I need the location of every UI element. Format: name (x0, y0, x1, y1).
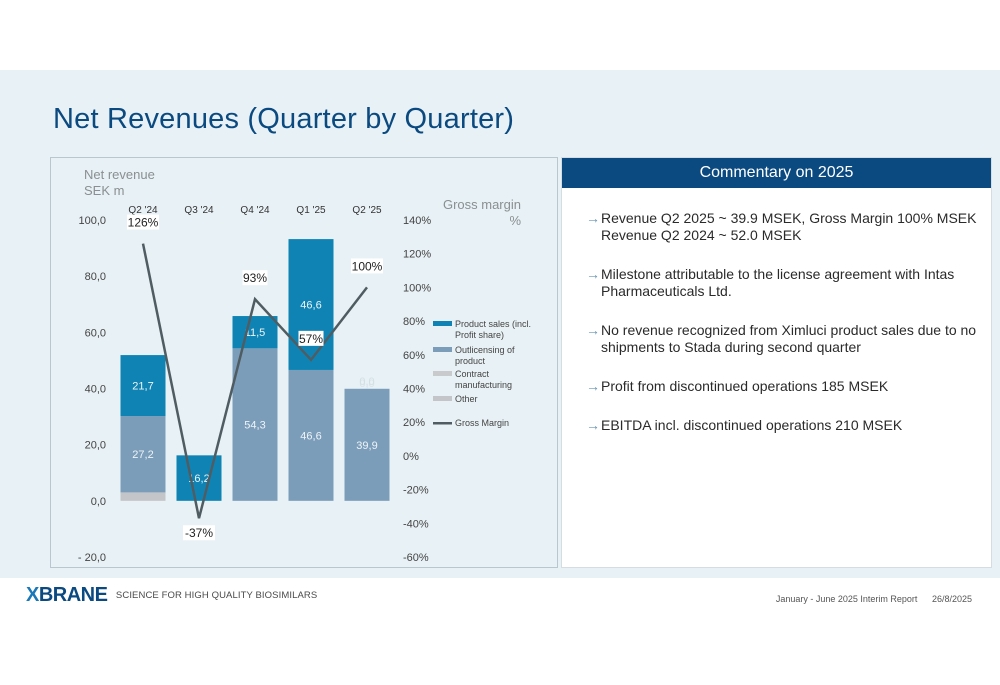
commentary-text: EBITDA incl. discontinued operations 210… (601, 417, 903, 433)
y2-tick-label: 140% (403, 215, 431, 227)
page-title: Net Revenues (Quarter by Quarter) (53, 103, 515, 135)
commentary-item: → Revenue Q2 2025 ~ 39.9 MSEK, Gross Marg… (586, 210, 979, 244)
report-name: January - June 2025 Interim Report (775, 594, 918, 604)
legend-label: Gross Margin (455, 418, 509, 428)
y2-tick-label: -20% (403, 485, 429, 497)
bar-label: 27,2 (132, 449, 153, 461)
category-label: Q2 '25 (352, 205, 382, 216)
y-tick-label: - 20,0 (78, 552, 106, 564)
bar-label: 0,0 (359, 376, 374, 388)
arrow-right-icon: → (586, 378, 600, 394)
legend-label: Outlicensing of product (455, 345, 515, 366)
bar-label: 46,6 (300, 300, 321, 312)
category-label: Q3 '24 (184, 205, 214, 216)
y-tick-label: 60,0 (85, 327, 106, 339)
bar-label: 54,3 (244, 420, 265, 432)
commentary-text: Profit from discontinued operations 185 … (601, 378, 889, 394)
bar-segment (232, 348, 278, 501)
line-label-bg (127, 214, 159, 230)
y2-tick-label: 0% (403, 451, 419, 463)
legend-label: Product sales (incl. Profit share) (455, 319, 531, 340)
line-label: -37% (185, 526, 213, 540)
bar-segment (288, 369, 334, 501)
left-axis-unit: SEK m (84, 183, 124, 198)
gross-margin-line (141, 243, 368, 519)
y2-tick-label: -40% (403, 518, 429, 530)
y2-tick-label: 40% (403, 384, 425, 396)
report-date: 26/8/2025 (931, 594, 972, 604)
y-tick-label: 80,0 (85, 271, 106, 283)
legend-swatch (433, 347, 452, 352)
category-label: Q4 '24 (240, 205, 270, 216)
commentary-panel: Commentary on 2025 → Revenue Q2 2025 ~ 39… (561, 157, 992, 568)
bar-segment (120, 416, 166, 493)
line-label: 100% (352, 259, 383, 273)
line-label: 57% (299, 332, 323, 346)
commentary-item: → No revenue recognized from Ximluci prod… (586, 322, 979, 356)
legend-swatch (433, 422, 452, 425)
commentary-item: → Profit from discontinued operations 185… (586, 378, 979, 395)
y-tick-label: 20,0 (85, 440, 106, 452)
y2-tick-label: -60% (403, 552, 429, 564)
arrow-right-icon: → (586, 266, 600, 282)
y2-tick-label: 80% (403, 316, 425, 328)
bar-label: 21,7 (132, 381, 153, 393)
company-logo: XBRANE SCIENCE FOR HIGH QUALITY BIOSIMIL… (26, 584, 317, 608)
logo-wordmark: XBRANE (26, 584, 108, 606)
commentary-item: → EBITDA incl. discontinued operations 21… (586, 417, 979, 434)
bar-segment (344, 388, 390, 501)
commentary-item: → Milestone attributable to the license a… (586, 266, 979, 300)
legend-swatch (433, 321, 452, 326)
line-label: 126% (128, 216, 159, 230)
line-label-bg (351, 258, 383, 274)
right-axis-unit: % (509, 213, 521, 228)
category-label: Q2 '24 (128, 205, 158, 216)
category-label: Q1 '25 (296, 205, 326, 216)
bar-segment (120, 355, 166, 417)
line-label-bg (183, 525, 215, 541)
right-axis-title: Gross margin (443, 197, 521, 212)
y2-tick-label: 60% (403, 350, 425, 362)
bar-label: 11,5 (245, 327, 266, 339)
commentary-text: Revenue Q2 2025 ~ 39.9 MSEK, Gross Margi… (601, 210, 977, 243)
company-tagline: SCIENCE FOR HIGH QUALITY BIOSIMILARS (115, 590, 318, 601)
logo-text: BRANE (38, 584, 108, 606)
commentary-header: Commentary on 2025 (562, 158, 991, 188)
arrow-right-icon: → (586, 322, 600, 338)
commentary-text: Milestone attributable to the license ag… (601, 266, 955, 299)
line-label-bg (242, 270, 268, 286)
y2-tick-label: 20% (403, 417, 425, 429)
revenue-chart: Net revenue SEK m Gross margin% 100,0 80,0 60… (50, 157, 558, 568)
bar-segment (288, 239, 334, 370)
left-axis-title: Net revenue (84, 167, 155, 182)
legend-label: Contract manufacturing (455, 369, 512, 390)
y2-tick-label: 120% (403, 249, 431, 261)
commentary-text: No revenue recognized from Ximluci produ… (601, 322, 977, 355)
legend-label: Other (455, 394, 478, 404)
bar-segment (232, 316, 278, 349)
y2-tick-label: 100% (403, 282, 431, 294)
bar-segment (120, 492, 166, 501)
line-label-bg (298, 330, 324, 346)
bar-label: 16,2 (188, 473, 209, 485)
y-tick-label: 40,0 (85, 384, 106, 396)
bar-label: 46,6 (300, 430, 321, 442)
arrow-right-icon: → (586, 210, 600, 226)
y-tick-label: 100,0 (78, 215, 106, 227)
commentary-list: → Revenue Q2 2025 ~ 39.9 MSEK, Gross Marg… (562, 188, 991, 434)
footer-info: January - June 2025 Interim Report 26/8/… (776, 594, 972, 604)
line-label: 93% (243, 271, 267, 285)
legend-swatch (433, 371, 452, 376)
bar-label: 39,9 (356, 440, 377, 452)
bar-label: 0,0 (359, 378, 374, 390)
y-tick-label: 0,0 (91, 496, 106, 508)
legend-swatch (433, 396, 452, 401)
arrow-right-icon: → (586, 417, 600, 433)
logo-x-mark: X (26, 584, 39, 606)
